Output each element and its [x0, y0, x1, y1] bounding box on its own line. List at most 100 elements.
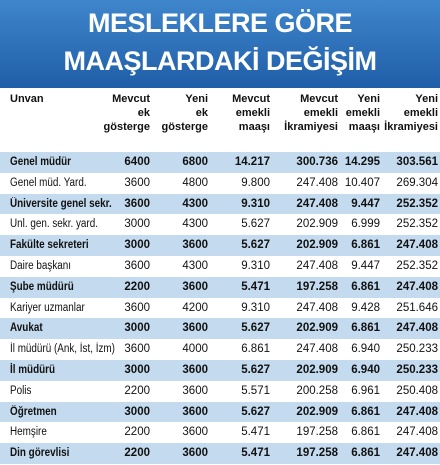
table-row: Daire başkanı 3600 4300 9.310 247.408 9.447 25…: [0, 256, 440, 277]
cell-value: 6.861: [351, 322, 380, 335]
cell-value: 5.627: [241, 239, 270, 252]
table-row: Din görevlisi 2200 3600 5.471 197.258 6.861 24…: [0, 443, 440, 464]
cell-value: 4300: [182, 197, 208, 210]
column-header: ek: [195, 107, 208, 119]
cell-value: 202.909: [296, 405, 338, 418]
cell-value: 9.310: [241, 260, 270, 272]
cell-value: 202.909: [296, 364, 338, 376]
cell-value: 6.999: [351, 218, 380, 231]
table-row: Fakülte sekreteri 3000 3600 5.627 202.909 6.8…: [0, 235, 440, 256]
cell-value: 2200: [124, 426, 150, 439]
cell-value: 202.909: [296, 322, 338, 335]
cell-value: 247.408: [396, 280, 438, 293]
row-label: İl müdürü (Ank, İst, İzm): [10, 343, 115, 356]
cell-value: 9.447: [351, 260, 380, 272]
cell-value: 252.352: [396, 197, 438, 210]
cell-value: 9.428: [351, 301, 380, 314]
cell-value: 6800: [182, 156, 208, 168]
column-header: Unvan: [10, 93, 44, 105]
column-header: emekli: [345, 107, 380, 119]
cell-value: 3600: [182, 364, 208, 376]
column-header: gösterge: [103, 121, 150, 133]
row-label: Ünl. gen. sekr. yard.: [10, 218, 98, 231]
cell-value: 5.627: [241, 364, 270, 376]
table-row: Şube müdürü 2200 3600 5.471 197.258 6.861 247.…: [0, 276, 440, 298]
cell-value: 300.736: [296, 156, 338, 168]
cell-value: 4200: [182, 301, 208, 314]
cell-value: 197.258: [296, 426, 338, 439]
cell-value: 10.407: [344, 176, 380, 189]
cell-value: 6.961: [351, 384, 380, 397]
cell-value: 6.861: [351, 239, 380, 252]
cell-value: 6400: [124, 156, 150, 168]
cell-value: 6.861: [351, 426, 380, 439]
cell-value: 252.352: [396, 218, 438, 231]
column-header: Mevcut: [232, 93, 270, 105]
cell-value: 9.447: [351, 197, 380, 210]
cell-value: 252.352: [396, 260, 438, 272]
cell-value: 5.571: [241, 384, 270, 397]
table-row: Üniversite genel sekr. 3600 4300 9.310 247.4…: [0, 193, 440, 215]
column-header: Yeni: [357, 93, 380, 105]
cell-value: 14.217: [234, 156, 270, 168]
column-header: Yeni: [415, 93, 438, 105]
column-header: Mevcut: [112, 93, 150, 105]
cell-value: 6.940: [351, 364, 380, 376]
cell-value: 5.471: [241, 447, 270, 460]
table-row: İl müdürü (Ank, İst, İzm) 3600 4000 6.861 24…: [0, 339, 440, 360]
cell-value: 6.861: [351, 280, 380, 293]
column-header: maaşı: [238, 121, 270, 133]
cell-value: 250.233: [396, 364, 438, 376]
column-header: gösterge: [161, 121, 208, 133]
cell-value: 6.861: [241, 343, 270, 356]
cell-value: 303.561: [396, 156, 438, 168]
column-header: İkramiyesi: [284, 121, 338, 133]
row-label: Avukat: [10, 322, 43, 335]
cell-value: 247.408: [296, 197, 338, 210]
row-label: Din görevlisi: [10, 447, 70, 460]
column-header: Yeni: [185, 93, 208, 105]
table-row: Polis 2200 3600 5.571 200.258 6.961 250.408: [0, 381, 440, 402]
title-band: MESLEKLERE GÖRE MAAŞLARDAKİ DEĞİŞİM: [0, 0, 440, 88]
cell-value: 9.310: [241, 301, 270, 314]
row-label: Hemşire: [10, 426, 47, 439]
cell-value: 3600: [182, 426, 208, 439]
cell-value: 14.295: [344, 156, 380, 168]
cell-value: 5.627: [241, 218, 270, 231]
cell-value: 202.909: [296, 218, 338, 231]
cell-value: 247.408: [296, 301, 338, 314]
cell-value: 3600: [182, 405, 208, 418]
cell-value: 200.258: [296, 384, 338, 397]
cell-value: 3600: [182, 239, 208, 252]
cell-value: 3600: [182, 447, 208, 460]
cell-value: 3600: [124, 301, 150, 314]
cell-value: 6.861: [351, 405, 380, 418]
cell-value: 3600: [182, 322, 208, 335]
cell-value: 247.408: [296, 176, 338, 189]
cell-value: 5.627: [241, 322, 270, 335]
cell-value: 3000: [124, 364, 150, 376]
cell-value: 250.408: [396, 384, 438, 397]
cell-value: 197.258: [296, 447, 338, 460]
title-line: MESLEKLERE GÖRE: [87, 8, 353, 38]
cell-value: 247.408: [396, 239, 438, 252]
table-row: Genel müd. Yard. 3600 4800 9.800 247.408 10.4…: [0, 173, 440, 194]
cell-value: 3000: [124, 218, 150, 231]
cell-value: 247.408: [296, 260, 338, 272]
column-header: Mevcut: [300, 93, 338, 105]
table-row: Öğretmen 3000 3600 5.627 202.909 6.861 247.408: [0, 401, 440, 423]
cell-value: 3600: [124, 176, 150, 189]
column-header: emekli: [403, 107, 438, 119]
cell-value: 251.646: [396, 301, 438, 314]
cell-value: 2200: [124, 384, 150, 397]
cell-value: 5.471: [241, 280, 270, 293]
row-label: Öğretmen: [10, 405, 57, 418]
cell-value: 3000: [124, 322, 150, 335]
cell-value: 247.408: [396, 447, 438, 460]
cell-value: 4800: [182, 176, 208, 189]
cell-value: 202.909: [296, 239, 338, 252]
table-row: Avukat 3000 3600 5.627 202.909 6.861 247.408: [0, 318, 440, 340]
table-row: Genel müdür 6400 6800 14.217 300.736 14.295 30…: [0, 152, 440, 173]
row-label: Kariyer uzmanlar: [10, 301, 85, 314]
row-label: Daire başkanı: [10, 260, 72, 272]
